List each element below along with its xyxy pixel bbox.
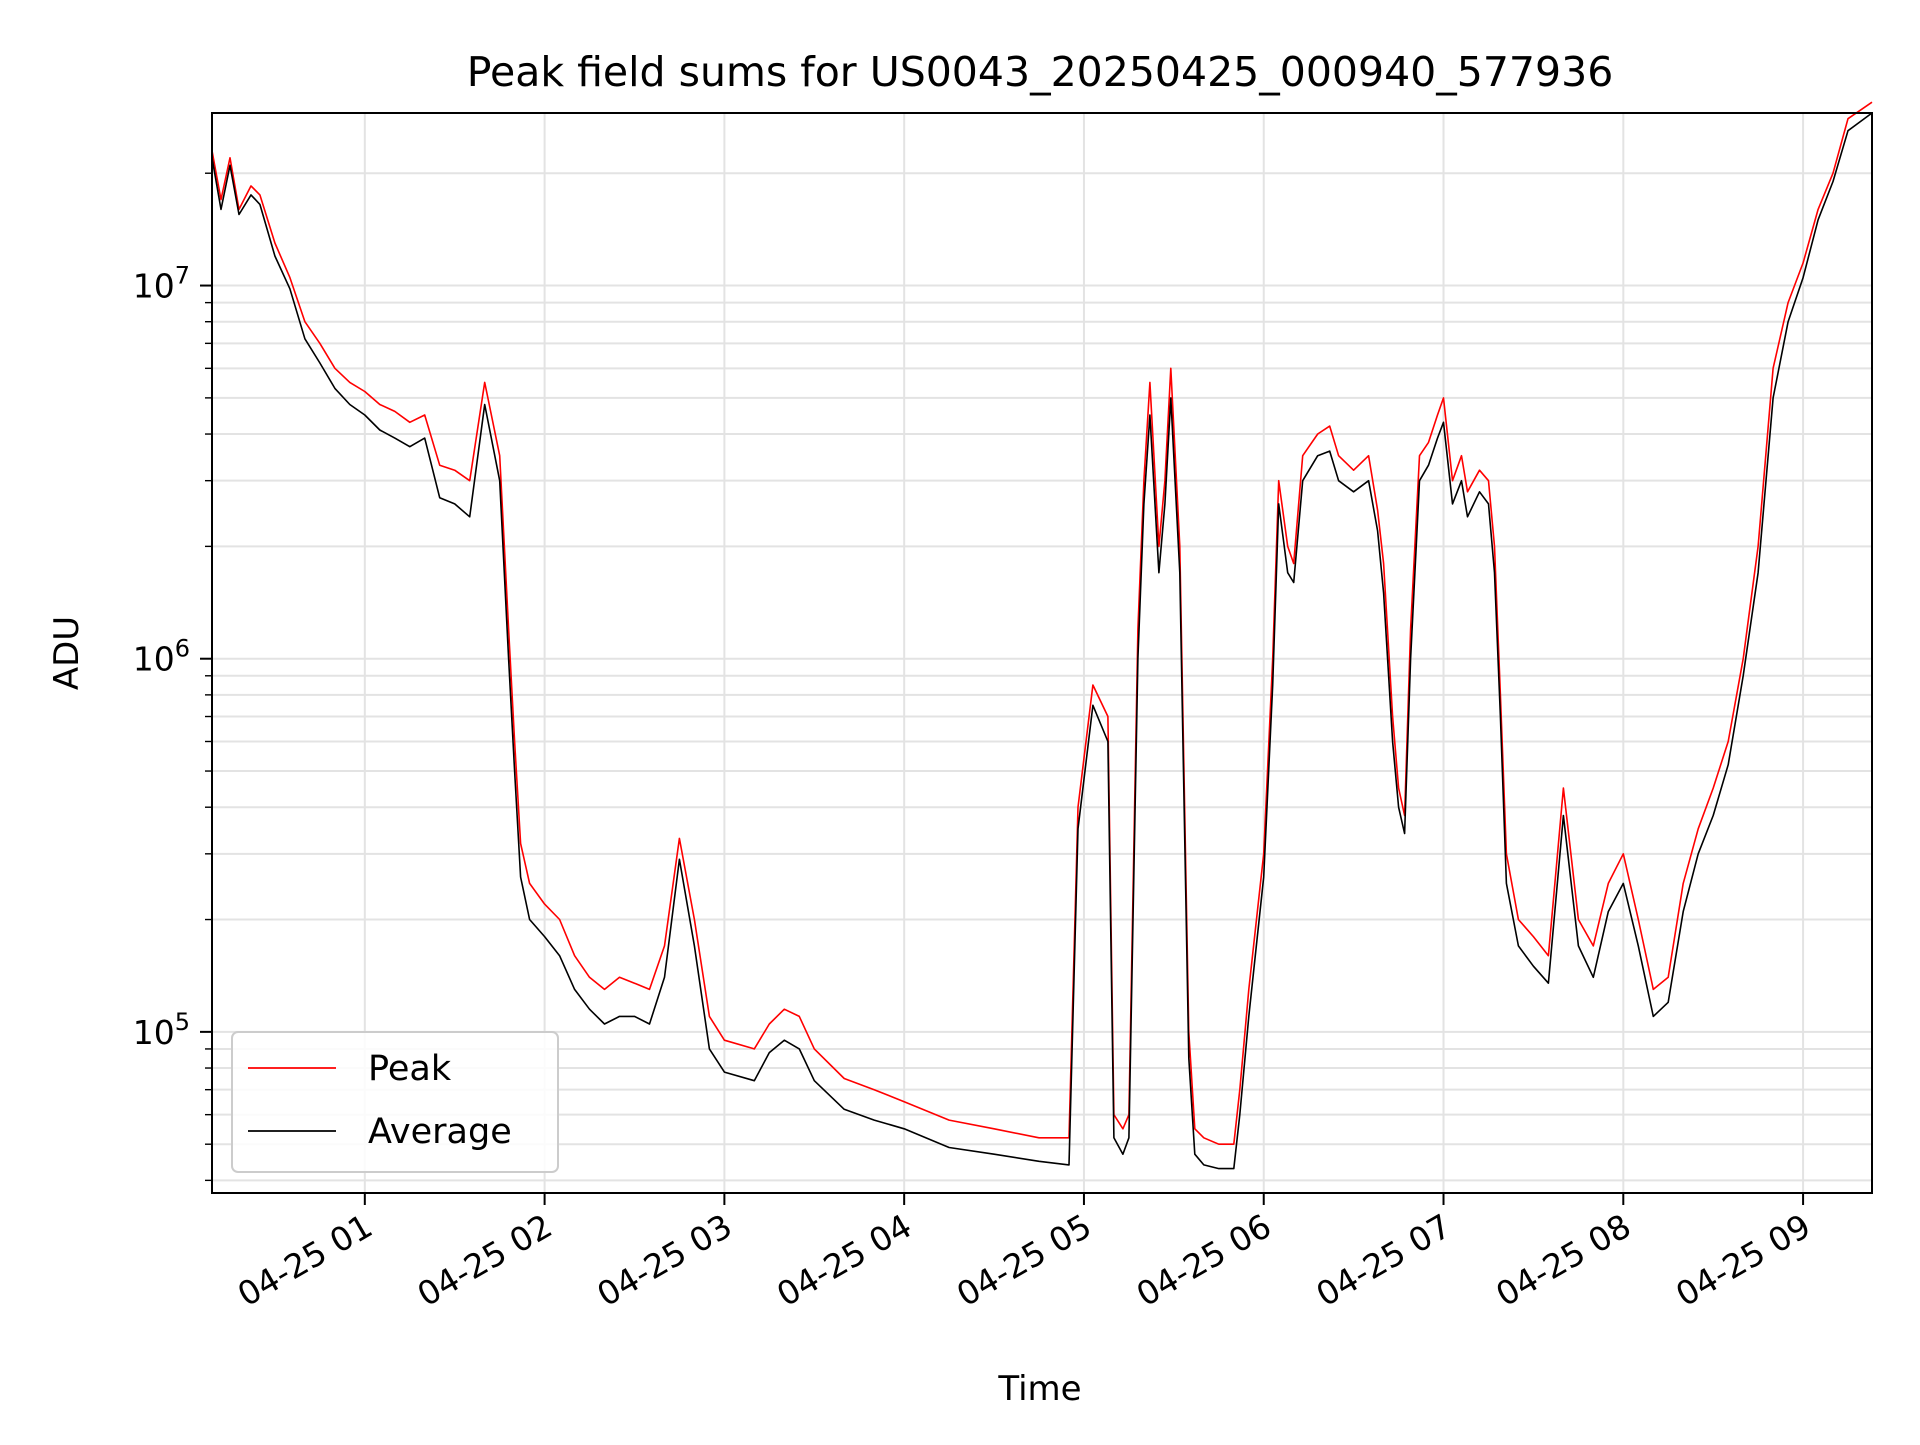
plot-frame xyxy=(211,112,1873,1194)
legend-label-peak: Peak xyxy=(368,1049,452,1089)
y-tick-label: 106 xyxy=(133,635,190,679)
legend: Peak Average xyxy=(231,1031,559,1173)
y-tick-label: 107 xyxy=(133,262,190,306)
series-line-average xyxy=(211,112,1873,1170)
legend-box xyxy=(231,1031,559,1173)
series-layer xyxy=(211,101,1873,1170)
legend-label-average: Average xyxy=(368,1112,512,1152)
y-axis: 105 106 107 xyxy=(133,172,212,1182)
chart-title: Peak field sums for US0043_20250425_0009… xyxy=(467,48,1614,96)
series-line-peak xyxy=(211,101,1873,1145)
x-axis-label: Time xyxy=(997,1369,1081,1409)
y-tick-label: 105 xyxy=(133,1008,190,1052)
y-axis-label: ADU xyxy=(47,616,87,690)
